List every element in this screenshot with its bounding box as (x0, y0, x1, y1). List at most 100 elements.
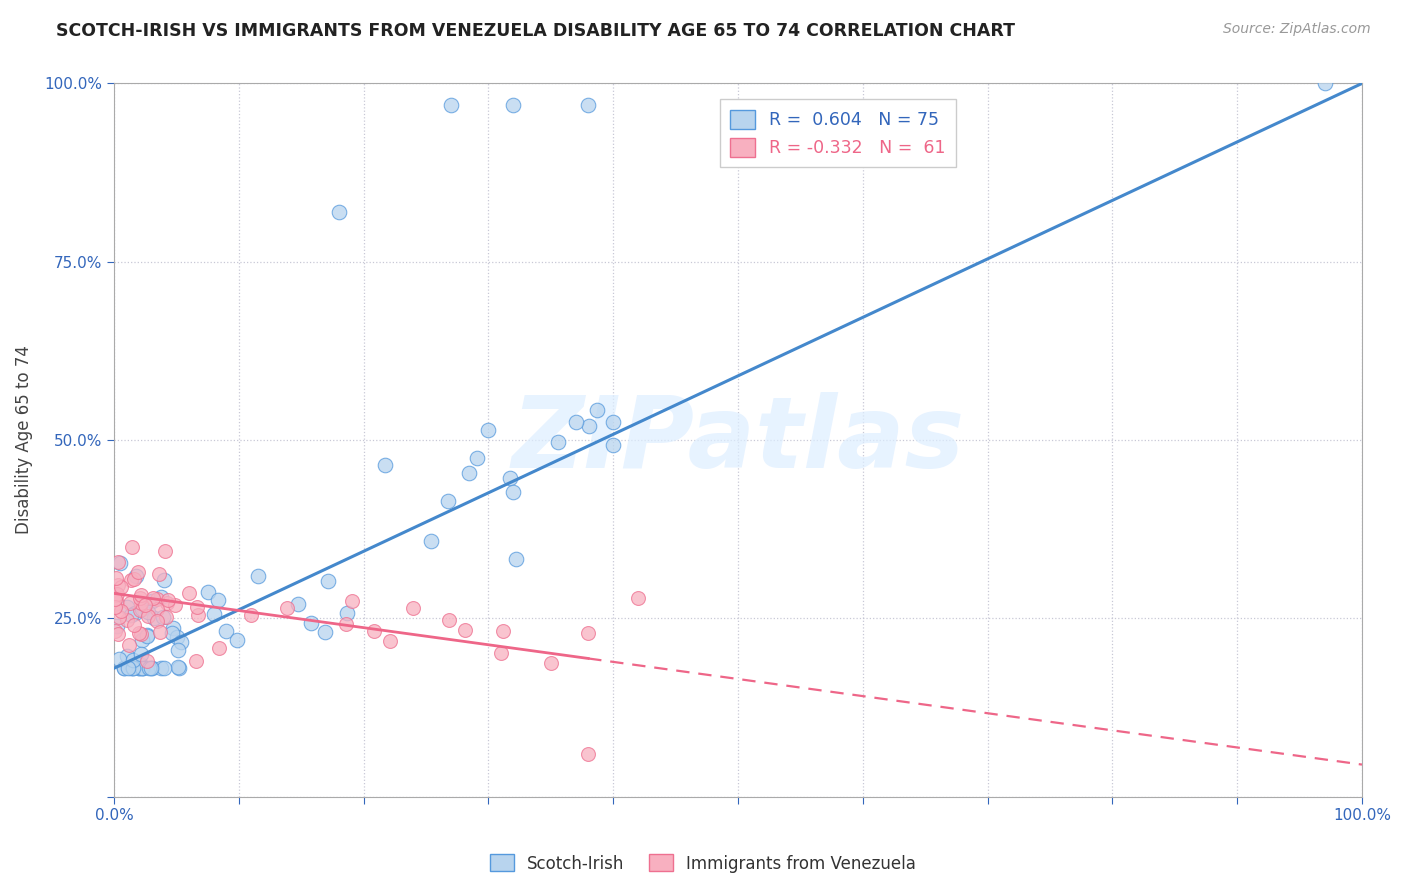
Point (457, 466, 479, 480)
Point (136, 654, 159, 668)
Point (564, 415, 586, 429)
Point (129, 626, 152, 640)
Point (110, 604, 132, 618)
Point (104, 624, 127, 639)
Point (299, 615, 322, 630)
Point (153, 573, 176, 587)
Point (112, 661, 135, 675)
Point (128, 626, 150, 640)
Point (131, 657, 153, 672)
Point (502, 484, 524, 499)
Point (314, 625, 336, 640)
Point (105, 588, 128, 602)
Point (150, 591, 173, 605)
Point (197, 585, 219, 599)
Point (129, 648, 152, 662)
Text: ZIPatlas: ZIPatlas (512, 392, 965, 489)
Point (177, 586, 200, 600)
Point (155, 610, 177, 624)
Point (131, 633, 153, 648)
Point (184, 654, 207, 668)
Point (138, 661, 160, 675)
Point (108, 557, 131, 571)
Point (107, 609, 129, 624)
Point (440, 98, 463, 112)
Point (120, 574, 142, 588)
Point (129, 588, 152, 602)
Point (335, 616, 357, 631)
Point (207, 593, 229, 607)
Point (437, 613, 460, 627)
Point (502, 98, 524, 112)
Point (453, 624, 475, 638)
Legend: R =  0.604   N = 75, R = -0.332   N =  61: R = 0.604 N = 75, R = -0.332 N = 61 (720, 99, 956, 168)
Point (477, 423, 499, 437)
Point (141, 594, 163, 608)
Point (420, 534, 443, 549)
Point (107, 578, 129, 592)
Point (576, 98, 599, 112)
Point (115, 648, 138, 663)
Point (166, 630, 188, 644)
Point (105, 596, 128, 610)
Point (585, 403, 607, 417)
Point (437, 493, 460, 508)
Point (104, 599, 127, 614)
Point (152, 661, 174, 675)
Point (141, 661, 163, 675)
Point (167, 643, 190, 657)
Point (129, 603, 152, 617)
Point (491, 624, 513, 639)
Point (115, 599, 138, 614)
Point (104, 591, 127, 606)
Point (160, 626, 183, 640)
Point (128, 661, 150, 675)
Point (139, 661, 162, 675)
Point (215, 624, 238, 638)
Point (105, 619, 128, 633)
Point (316, 574, 339, 588)
Point (128, 591, 150, 606)
Point (122, 572, 145, 586)
Point (167, 661, 190, 675)
Point (627, 591, 650, 606)
Point (378, 634, 401, 648)
Point (276, 600, 298, 615)
Point (162, 621, 184, 635)
Point (120, 661, 142, 675)
Point (499, 471, 522, 485)
Point (340, 594, 363, 608)
Point (602, 415, 624, 429)
Point (373, 458, 395, 472)
Point (225, 632, 247, 647)
Point (128, 661, 150, 675)
Point (547, 434, 569, 449)
Point (142, 591, 165, 606)
Point (105, 571, 128, 585)
Y-axis label: Disability Age 65 to 74: Disability Age 65 to 74 (15, 345, 32, 534)
Point (122, 618, 145, 632)
Point (489, 646, 512, 660)
Point (149, 625, 172, 640)
Point (467, 451, 489, 466)
Point (122, 661, 145, 675)
Point (115, 614, 138, 628)
Point (165, 598, 187, 612)
Point (602, 438, 624, 452)
Point (107, 556, 129, 570)
Point (105, 587, 128, 601)
Point (121, 540, 143, 554)
Point (131, 661, 153, 675)
Point (170, 635, 193, 649)
Point (135, 629, 157, 643)
Point (578, 419, 600, 434)
Point (125, 569, 148, 583)
Point (401, 601, 423, 615)
Point (363, 624, 385, 639)
Point (136, 605, 159, 619)
Point (124, 606, 146, 620)
Point (187, 608, 209, 623)
Point (107, 652, 129, 666)
Point (246, 568, 269, 582)
Point (118, 595, 141, 609)
